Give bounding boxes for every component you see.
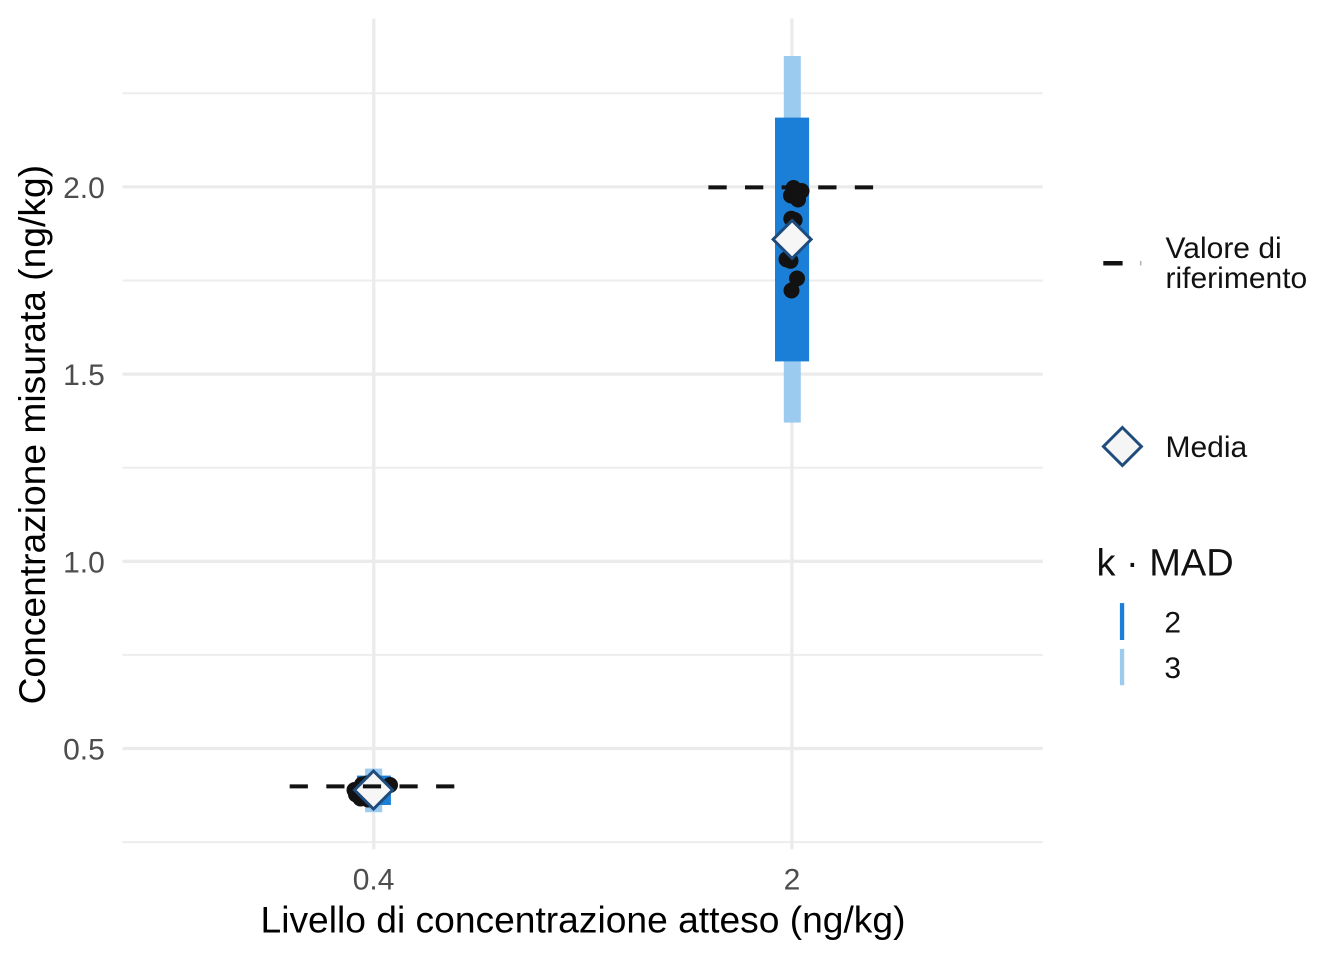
svg-text:Livello di concentrazione atte: Livello di concentrazione atteso (ng/kg)	[261, 899, 906, 941]
svg-text:k · MAD: k · MAD	[1097, 543, 1234, 585]
svg-text:Concentrazione misurata (ng/kg: Concentrazione misurata (ng/kg)	[11, 165, 53, 704]
svg-text:3: 3	[1164, 652, 1181, 685]
svg-text:0.4: 0.4	[353, 863, 395, 896]
svg-text:Media: Media	[1166, 431, 1248, 464]
svg-text:2: 2	[784, 863, 801, 896]
svg-text:riferimento: riferimento	[1166, 262, 1308, 295]
svg-text:Valore di: Valore di	[1166, 232, 1282, 265]
svg-text:1.0: 1.0	[63, 546, 105, 579]
svg-text:2.0: 2.0	[63, 172, 105, 205]
svg-text:0.5: 0.5	[63, 734, 105, 767]
svg-text:2: 2	[1164, 606, 1181, 639]
svg-text:1.5: 1.5	[63, 359, 105, 392]
